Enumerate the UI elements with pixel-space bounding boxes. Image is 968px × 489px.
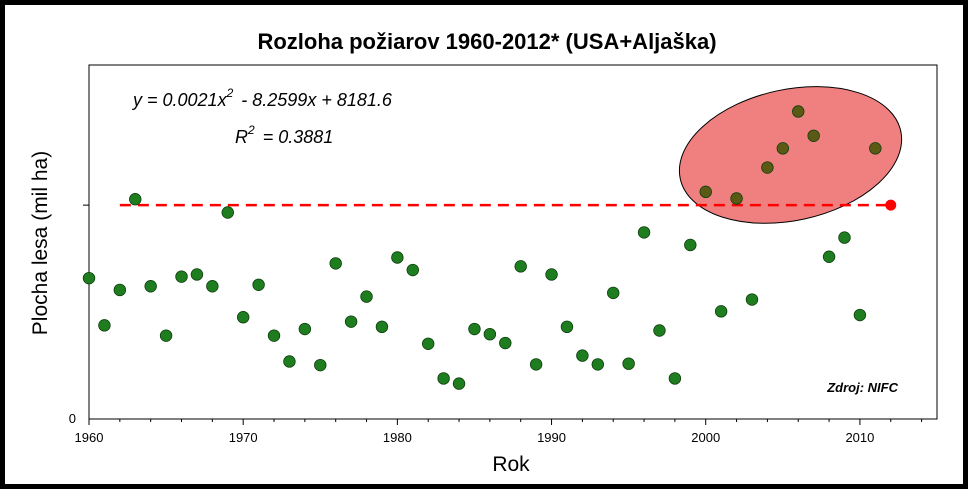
x-tick-label: 1990 <box>537 430 566 445</box>
x-tick-label: 1970 <box>229 430 258 445</box>
data-point <box>591 358 605 371</box>
data-point <box>560 320 574 334</box>
data-point <box>360 290 373 303</box>
equation-exponent: 2 <box>226 86 234 100</box>
data-point <box>838 231 851 244</box>
points-layer <box>82 105 882 390</box>
plot-area <box>88 64 938 420</box>
data-point <box>175 270 188 283</box>
reference-layer <box>119 199 897 211</box>
x-axis-label: Rok <box>492 453 530 476</box>
data-point <box>822 250 836 263</box>
data-point <box>283 355 296 368</box>
data-point <box>144 280 157 293</box>
highlight-layer <box>678 86 903 224</box>
equation-part-2: - 8.2599x + 8181.6 <box>241 90 393 110</box>
data-point <box>236 311 250 324</box>
data-point <box>653 324 666 337</box>
data-point <box>483 327 497 341</box>
data-point <box>730 192 743 205</box>
r-squared-base: R <box>235 127 248 147</box>
data-point <box>545 268 558 281</box>
data-point <box>252 278 265 291</box>
data-point <box>529 358 543 371</box>
data-point <box>391 251 404 264</box>
y-tick-label: 0 <box>69 411 76 426</box>
x-tick-label: 2000 <box>691 430 720 445</box>
data-point <box>776 142 790 155</box>
data-point <box>129 193 142 206</box>
data-point <box>714 305 728 318</box>
data-point <box>82 271 96 285</box>
data-point <box>329 257 342 270</box>
chart-title: Rozloha požiarov 1960-2012* (USA+Aljaška… <box>257 29 716 54</box>
tick-layer: 1960 1970 1980 1990 2000 2010 0 <box>69 204 923 445</box>
data-point <box>298 322 312 336</box>
x-tick-label: 1960 <box>75 430 104 445</box>
source-note: Zdroj: NIFC <box>826 380 898 395</box>
r-squared-value: = 0.3881 <box>263 127 334 147</box>
data-point <box>375 320 389 334</box>
data-point <box>637 226 651 239</box>
x-tick-label: 1980 <box>383 430 412 445</box>
data-point <box>668 372 682 385</box>
data-point <box>607 286 620 300</box>
data-point <box>159 329 173 342</box>
data-point <box>98 319 111 332</box>
data-point <box>853 308 867 322</box>
data-point <box>406 263 419 277</box>
data-point <box>190 268 204 281</box>
data-point <box>267 329 281 342</box>
data-point <box>699 185 712 199</box>
data-point <box>745 293 759 306</box>
data-point <box>314 358 327 372</box>
data-point <box>576 349 589 362</box>
data-point <box>468 322 481 336</box>
trend-equation: y = 0.0021x2 - 8.2599x + 8181.6 <box>131 86 393 110</box>
r-squared-exponent: 2 <box>247 123 255 137</box>
scatter-chart: Rozloha požiarov 1960-2012* (USA+Aljaška… <box>29 29 938 476</box>
data-point <box>622 357 635 370</box>
data-point <box>437 372 450 385</box>
data-point <box>792 105 805 118</box>
data-point <box>452 377 466 390</box>
data-point <box>113 283 127 297</box>
reference-point <box>885 199 897 211</box>
data-point <box>807 129 820 143</box>
r-squared: R2 = 0.3881 <box>235 123 333 147</box>
y-axis-label: Plocha lesa (mil ha) <box>29 151 52 335</box>
x-tick-label: 2010 <box>845 430 874 445</box>
equation-part-1: y = 0.0021x <box>131 90 228 110</box>
data-point <box>422 337 435 350</box>
data-point <box>221 206 234 219</box>
data-point <box>514 260 527 273</box>
data-point <box>499 336 512 350</box>
data-point <box>684 238 697 252</box>
data-point <box>869 142 882 155</box>
highlight-ellipse <box>678 86 903 224</box>
chart-frame: Rozloha požiarov 1960-2012* (USA+Aljaška… <box>5 5 963 484</box>
data-point <box>344 315 358 328</box>
data-point <box>761 161 774 174</box>
data-point <box>206 280 219 293</box>
